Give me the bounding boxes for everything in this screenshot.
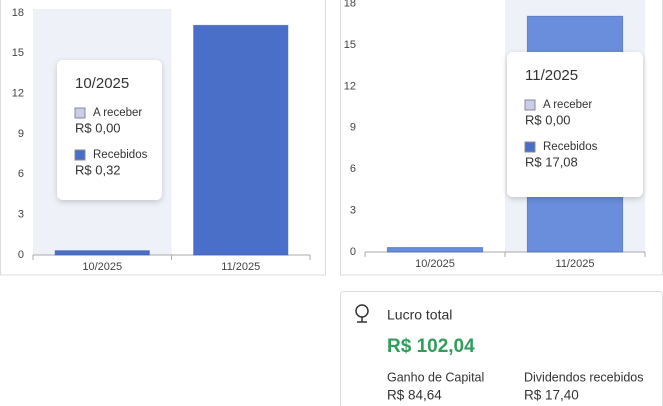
x-tick-label: 11/2025	[221, 261, 260, 273]
y-tick-label: 6	[18, 168, 24, 180]
y-tick-label: 3	[350, 205, 356, 217]
x-tick-label: 10/2025	[82, 261, 122, 273]
tooltip	[57, 60, 162, 200]
card-item-label: Dividendos recebidos	[524, 370, 644, 384]
bar	[193, 24, 289, 256]
legend-swatch	[524, 99, 536, 111]
card-item-label: Ganho de Capital	[387, 370, 484, 384]
y-tick-label: 6	[350, 163, 356, 175]
legend-swatch	[74, 149, 86, 161]
y-tick-label: 9	[18, 128, 24, 140]
card-item-value: R$ 84,64	[387, 388, 442, 403]
tooltip-item-value: R$ 17,08	[525, 154, 578, 169]
tooltip-item-value: R$ 0,00	[525, 112, 571, 127]
card-title: Lucro total	[387, 307, 452, 323]
x-tick-label: 11/2025	[556, 258, 595, 270]
y-tick-label: 18	[12, 7, 24, 19]
y-tick-label: 15	[344, 39, 356, 51]
y-tick-label: 0	[350, 246, 356, 258]
y-tick-label: 12	[344, 80, 356, 92]
y-tick-label: 18	[344, 0, 356, 10]
y-tick-label: 12	[12, 88, 24, 100]
card-total: R$ 102,04	[387, 336, 475, 357]
card-icon	[355, 304, 369, 323]
y-tick-label: 0	[18, 249, 24, 261]
legend-swatch	[74, 107, 86, 119]
bar	[54, 250, 150, 256]
tooltip-item-value: R$ 0,00	[75, 120, 121, 135]
card-item-value: R$ 17,40	[524, 388, 579, 403]
y-tick-label: 9	[350, 122, 356, 134]
tooltip-item-value: R$ 0,32	[75, 162, 121, 177]
legend-swatch	[524, 141, 536, 153]
tooltip-item-name: Recebidos	[93, 149, 148, 161]
tooltip-item-name: Recebidos	[543, 141, 598, 153]
tooltip	[507, 52, 643, 197]
tooltip-title: 10/2025	[75, 75, 129, 92]
tooltip-item-name: A receber	[543, 99, 592, 111]
y-tick-label: 3	[18, 209, 24, 221]
tooltip-title: 11/2025	[525, 67, 578, 84]
x-tick-label: 10/2025	[415, 258, 455, 270]
tooltip-item-name: A receber	[93, 107, 142, 119]
y-tick-label: 15	[12, 47, 24, 59]
bar	[386, 247, 484, 253]
